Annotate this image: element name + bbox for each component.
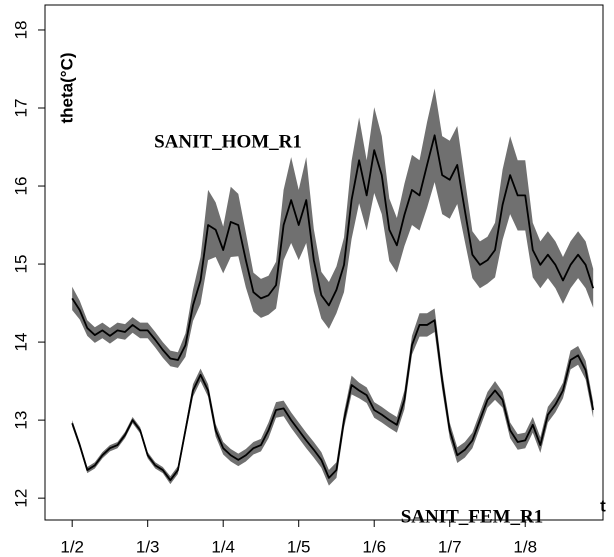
y-tick-label: 12 [11, 489, 30, 508]
series-label: SANIT_HOM_R1 [154, 131, 302, 152]
series-line [71, 319, 595, 482]
y-tick-label: 15 [11, 255, 30, 274]
x-tick-label: 1/4 [211, 537, 235, 556]
x-tick-label: 1/2 [60, 537, 84, 556]
y-tick-label: 16 [11, 177, 30, 196]
y-tick-label: 18 [11, 21, 30, 40]
x-tick-label: 1/3 [136, 537, 160, 556]
x-tick-label: 1/5 [287, 537, 311, 556]
y-axis-label: theta(°C) [57, 52, 76, 123]
x-axis-label: t [600, 496, 606, 515]
x-tick-label: 1/8 [513, 537, 537, 556]
series-label: SANIT_FEM_R1 [401, 506, 544, 527]
series-line [71, 134, 595, 361]
x-tick-label: 1/7 [438, 537, 462, 556]
y-tick-label: 13 [11, 411, 30, 430]
y-tick-label: 17 [11, 99, 30, 118]
y-tick-label: 14 [11, 333, 30, 352]
x-tick-label: 1/6 [362, 537, 386, 556]
plot-frame [44, 4, 604, 521]
confidence-band [72, 88, 594, 368]
